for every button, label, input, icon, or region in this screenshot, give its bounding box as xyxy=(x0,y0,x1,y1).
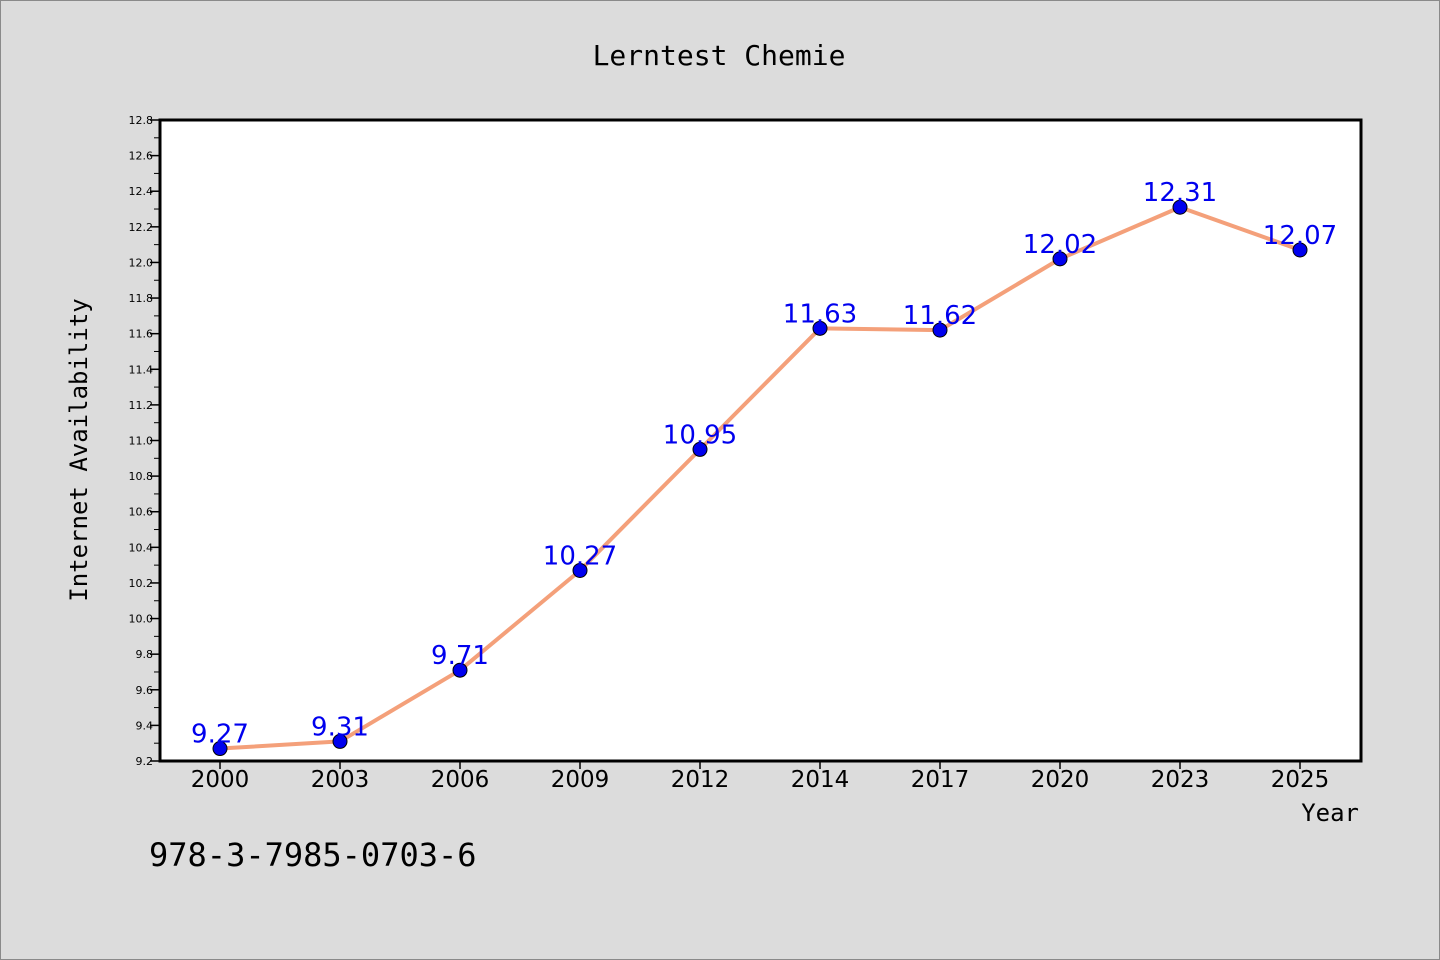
data-point xyxy=(1052,251,1068,267)
series-line xyxy=(218,205,1302,751)
data-label: 11.63 xyxy=(783,299,857,329)
x-axis-label: Year xyxy=(1301,799,1359,827)
y-tick-label: 12.2 xyxy=(129,221,154,234)
x-axis: 2000 2003 2006 2009 2012 2014 2017 2020 2023 2025 xyxy=(191,761,1330,793)
plot-area xyxy=(158,118,1363,763)
y-tick-label: 11.4 xyxy=(129,363,154,376)
series-layer: 9.27 9.31 9.71 10.27 10.95 11.63 11.62 12.02 12.… xyxy=(191,178,1337,757)
x-tick-label: 2023 xyxy=(1151,767,1210,793)
x-tick-label: 2009 xyxy=(551,767,610,793)
data-label: 9.27 xyxy=(191,720,249,750)
x-tick-label: 2006 xyxy=(431,767,490,793)
x-tick-label: 2025 xyxy=(1271,767,1330,793)
data-label: 9.31 xyxy=(311,712,369,742)
x-tick-label: 2017 xyxy=(911,767,970,793)
data-label: 12.02 xyxy=(1023,230,1097,260)
data-label: 12.31 xyxy=(1143,178,1217,208)
y-tick-label: 12.6 xyxy=(129,150,154,163)
y-tick-label: 9.8 xyxy=(136,648,154,661)
data-point xyxy=(572,562,588,578)
y-axis-label: Internet Availability xyxy=(65,298,93,601)
y-tick-label: 10.6 xyxy=(129,506,154,519)
y-tick-label: 9.4 xyxy=(136,719,154,732)
x-tick-label: 2012 xyxy=(671,767,730,793)
y-tick-label: 11.6 xyxy=(129,328,154,341)
y-tick-label: 10.4 xyxy=(129,541,154,554)
data-point xyxy=(212,741,228,757)
x-tick-label: 2014 xyxy=(791,767,850,793)
data-point xyxy=(692,441,708,457)
y-tick-label: 10.2 xyxy=(129,577,154,590)
data-point xyxy=(812,320,828,336)
y-axis: 9.2 9.4 9.6 9.8 10.0 10.2 10.4 10.6 10.8 11.0 11.2… xyxy=(129,114,160,768)
data-label: 10.95 xyxy=(663,420,737,450)
chart-title: Lerntest Chemie xyxy=(593,39,846,72)
y-tick-label: 9.6 xyxy=(136,684,154,697)
data-point xyxy=(332,733,348,749)
data-point xyxy=(932,322,948,338)
x-tick-label: 2000 xyxy=(191,767,250,793)
isbn-text: 978-3-7985-0703-6 xyxy=(149,836,477,874)
data-point xyxy=(452,662,468,678)
data-label: 9.71 xyxy=(431,641,489,671)
x-tick-label: 2003 xyxy=(311,767,370,793)
y-tick-label: 12.8 xyxy=(129,114,154,127)
data-label: 10.27 xyxy=(543,541,617,571)
data-label: 12.07 xyxy=(1263,221,1337,251)
y-tick-label: 10.8 xyxy=(129,470,154,483)
y-tick-label: 11.0 xyxy=(129,435,154,448)
data-point xyxy=(1172,199,1188,215)
y-tick-label: 12.0 xyxy=(129,256,154,269)
y-tick-label: 12.4 xyxy=(129,185,154,198)
y-tick-label: 9.2 xyxy=(136,755,154,768)
data-label: 11.62 xyxy=(903,301,977,331)
y-tick-label: 11.8 xyxy=(129,292,154,305)
y-tick-label: 10.0 xyxy=(129,613,154,626)
x-tick-label: 2020 xyxy=(1031,767,1090,793)
data-point xyxy=(1292,242,1308,258)
y-tick-label: 11.2 xyxy=(129,399,154,412)
